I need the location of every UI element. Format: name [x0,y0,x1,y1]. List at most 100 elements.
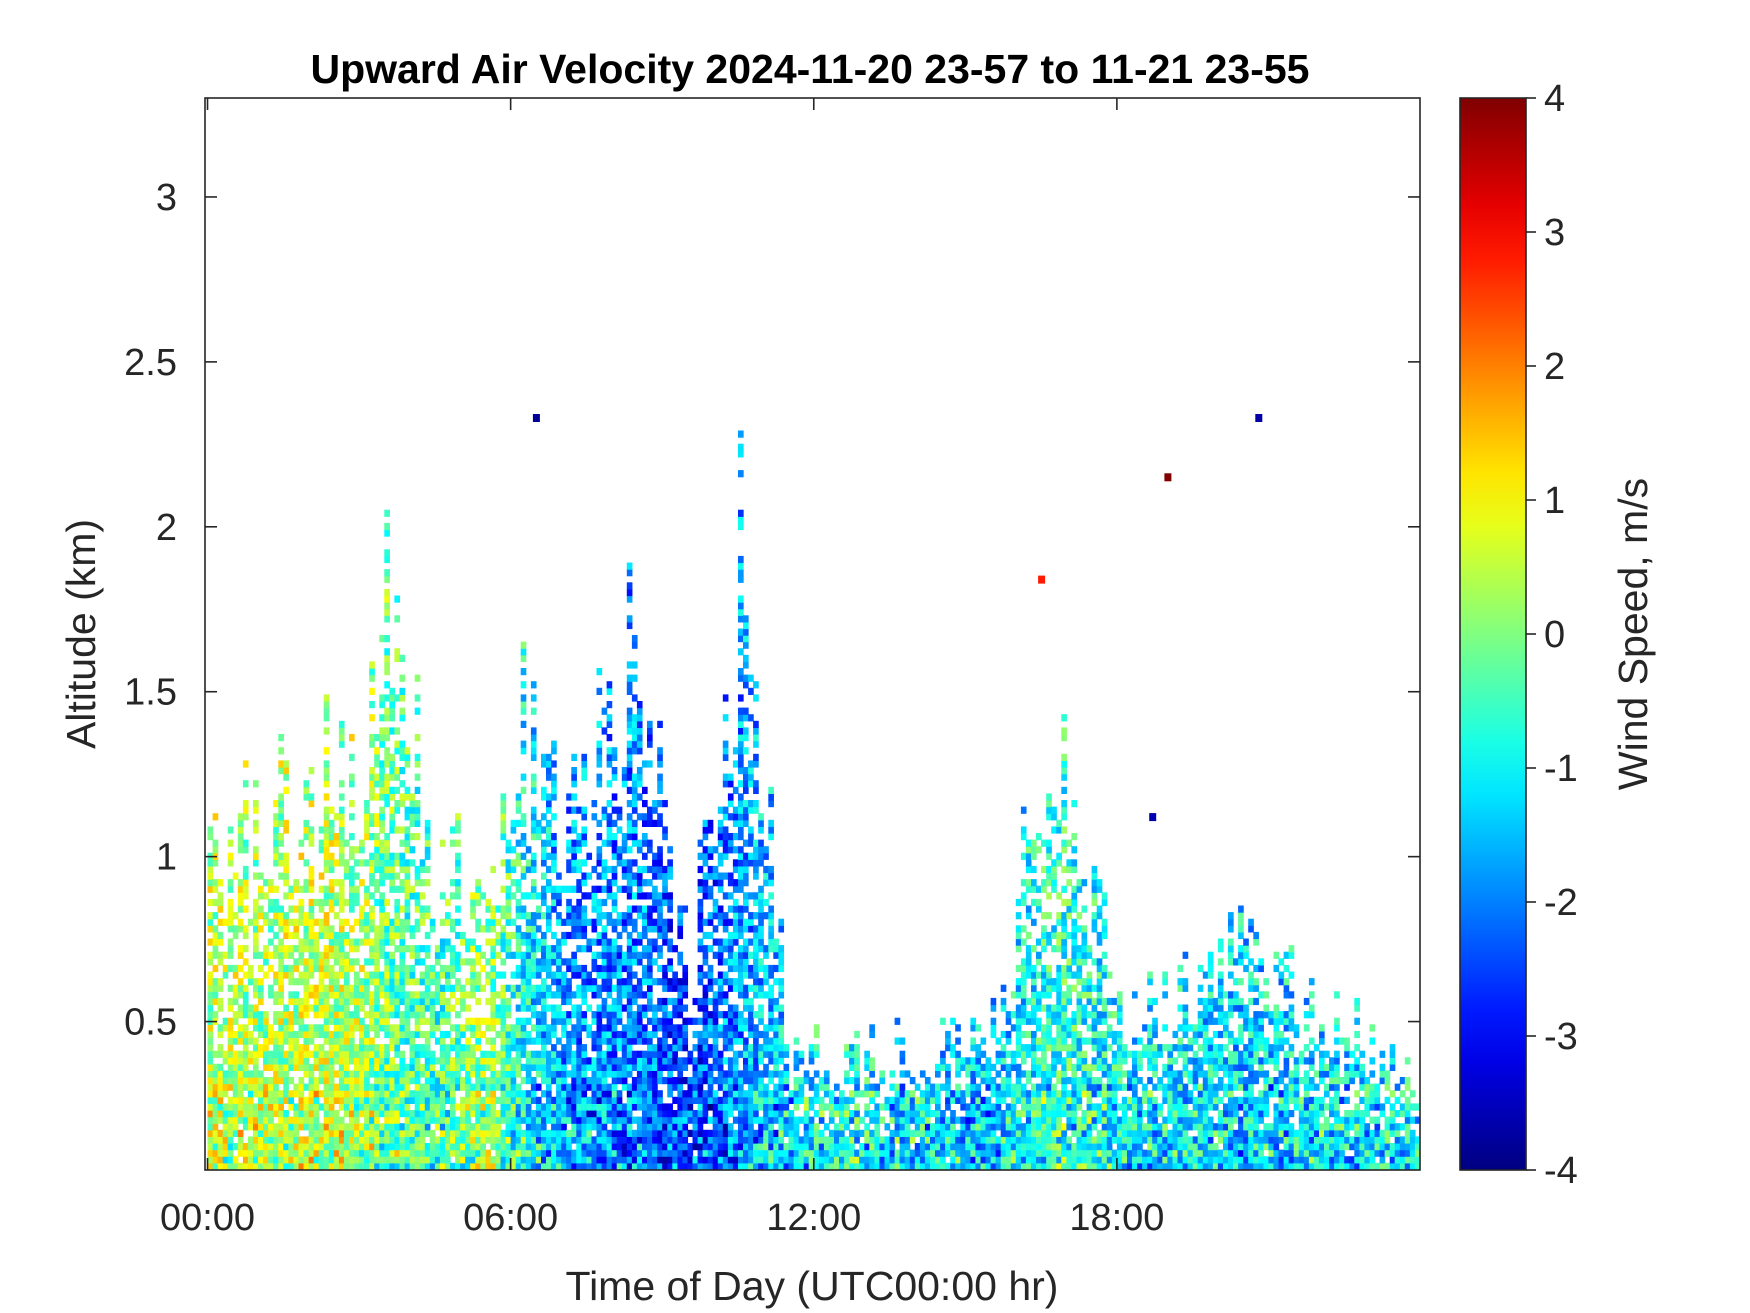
heatmap-cell [748,1044,754,1052]
heatmap-cell [364,800,370,808]
heatmap-cell [480,1083,486,1091]
heatmap-cell [465,958,471,966]
heatmap-cell [515,859,522,867]
heatmap-cell [445,1017,451,1025]
heatmap-cell [697,1096,704,1104]
heatmap-cell [535,1070,542,1078]
heatmap-cell [470,1050,476,1058]
heatmap-cell [566,1011,572,1019]
heatmap-cell [333,945,340,953]
heatmap-cell [293,1123,300,1131]
heatmap-cell [722,1057,729,1065]
heatmap-cell [682,1143,689,1151]
heatmap-cell [571,1116,577,1124]
heatmap-cell [349,1011,355,1019]
heatmap-cell [631,780,638,788]
heatmap-cell [338,1077,345,1085]
heatmap-cell [217,1077,224,1085]
heatmap-cell [576,984,582,992]
heatmap-cell [748,918,754,926]
heatmap-cell [475,1103,481,1111]
heatmap-cell [318,1011,325,1019]
heatmap-cell [611,1103,618,1111]
heatmap-cell [571,806,577,814]
heatmap-cell [414,1162,421,1170]
heatmap-cell [520,681,527,689]
heatmap-cell [384,1162,390,1170]
heatmap-cell [844,1136,850,1144]
heatmap-cell [237,978,244,986]
heatmap-cell [808,1096,815,1104]
heatmap-cell [369,1063,375,1071]
heatmap-cell [687,1017,694,1025]
heatmap-cell [217,938,224,946]
heatmap-cell [343,1063,350,1071]
heatmap-cell [379,898,385,907]
heatmap-cell [561,958,567,966]
heatmap-cell [389,1162,396,1170]
heatmap-cell [323,780,330,788]
heatmap-cell [667,1143,673,1151]
heatmap-cell [414,978,421,986]
heatmap-cell [419,1123,426,1131]
heatmap-cell [525,978,532,986]
heatmap-cell [566,1044,572,1052]
heatmap-cell [455,1143,461,1151]
heatmap-cell [596,991,603,999]
heatmap-cell [652,905,658,913]
heatmap-cell [783,1162,790,1170]
heatmap-cell [717,1096,724,1104]
heatmap-cell [626,707,633,715]
heatmap-cell [404,945,411,953]
heatmap-cell [455,885,461,893]
heatmap-cell [404,1070,411,1078]
heatmap-cell [758,931,764,940]
heatmap-cell [844,1156,850,1164]
heatmap-cell [505,859,512,867]
heatmap-cell [318,978,325,986]
heatmap-cell [293,1143,300,1151]
heatmap-cell [697,905,704,913]
heatmap-cell [606,1116,613,1124]
heatmap-cell [455,931,461,940]
heatmap-cell [510,1136,517,1144]
heatmap-cell [768,925,774,933]
heatmap-cell [283,912,289,920]
heatmap-cell [278,1070,284,1078]
heatmap-cell [773,951,779,959]
heatmap-cell [662,1162,668,1170]
heatmap-cell [520,813,527,821]
heatmap-cell [571,859,577,867]
heatmap-cell [636,1149,643,1157]
heatmap-cell [657,978,663,986]
heatmap-cell [429,918,436,926]
heatmap-cell [313,1077,320,1085]
heatmap-cell [475,1110,481,1118]
heatmap-cell [242,1096,249,1104]
heatmap-cell [677,918,684,926]
heatmap-cell [601,945,608,953]
heatmap-cell [490,1044,497,1052]
heatmap-cell [505,1136,512,1144]
heatmap-cell [278,747,284,755]
heatmap-cell [586,984,593,992]
heatmap-cell [727,1057,734,1065]
heatmap-cell [414,674,421,682]
heatmap-cell [485,925,492,933]
heatmap-cell [465,1090,471,1098]
heatmap-cell [485,918,492,926]
heatmap-cell [591,1037,598,1045]
heatmap-cell [743,991,749,999]
heatmap-cell [500,1143,507,1151]
heatmap-cell [258,1070,264,1078]
heatmap-cell [672,971,678,979]
heatmap-cell [738,859,744,867]
heatmap-cell [581,978,588,986]
heatmap-cell [581,753,588,761]
heatmap-cell [743,773,749,781]
heatmap-cell [566,1103,572,1111]
heatmap-cell [697,1149,704,1157]
heatmap-cell [541,753,547,761]
heatmap-cell [349,1103,355,1111]
heatmap-cell [364,833,370,841]
